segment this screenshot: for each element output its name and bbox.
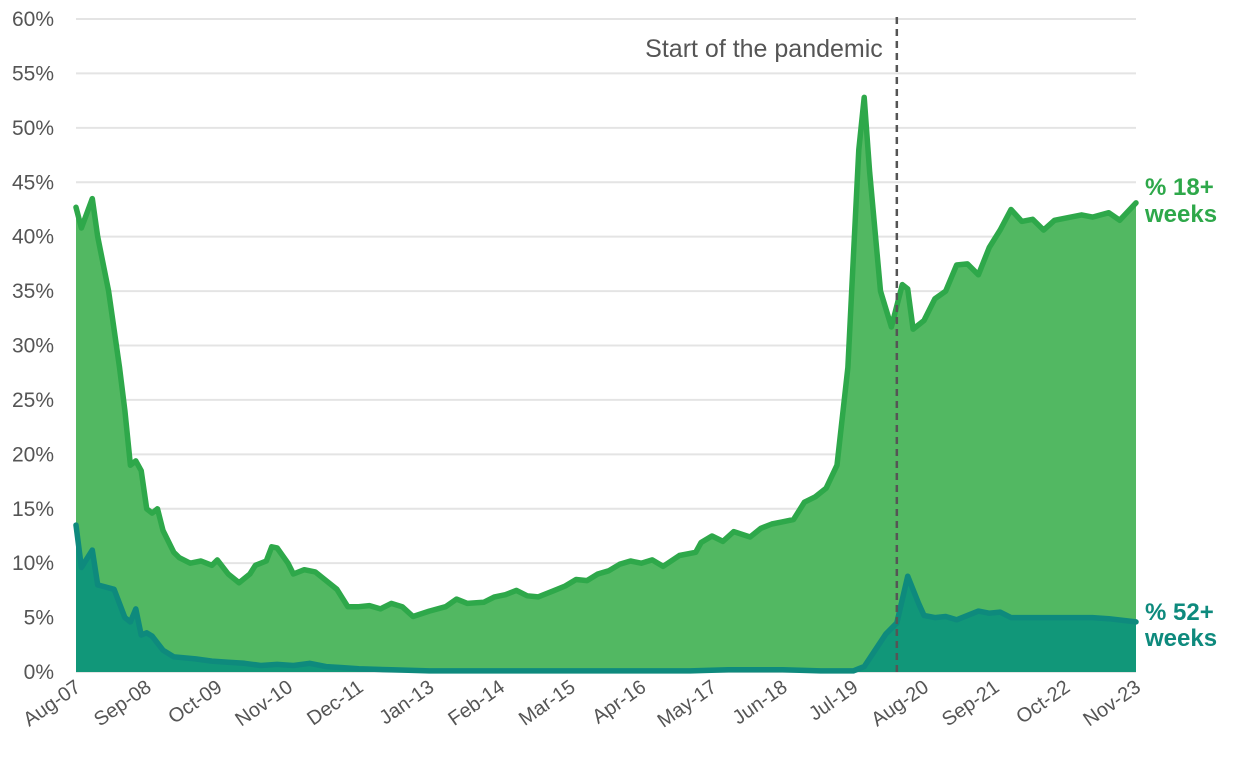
x-tick-label: Oct-22 — [1012, 676, 1074, 728]
y-tick-label: 25% — [12, 389, 54, 412]
y-tick-label: 5% — [24, 607, 54, 630]
x-tick-label: Nov-23 — [1079, 676, 1144, 731]
series-label-52-weeks-line1: % 52+ — [1145, 599, 1214, 626]
x-tick-label: Sep-21 — [938, 676, 1003, 731]
x-tick-label: May-17 — [654, 676, 721, 732]
y-tick-label: 50% — [12, 117, 54, 140]
y-tick-label: 30% — [12, 335, 54, 358]
x-tick-label: Feb-14 — [444, 676, 509, 730]
series-label-18-weeks-line2: weeks — [1144, 201, 1217, 228]
series-area — [76, 97, 1136, 672]
x-axis-ticks: Aug-07 Sep-08 Oct-09 Nov-10 Dec-11 Jan-13 Feb-… — [19, 676, 1144, 732]
series-label-18-weeks-line1: % 18+ — [1145, 174, 1214, 201]
x-tick-label: Apr-16 — [588, 676, 650, 728]
x-tick-label: Jun-18 — [729, 676, 792, 729]
y-tick-label: 45% — [12, 171, 54, 194]
gridlines — [76, 18, 1136, 673]
x-tick-label: Oct-09 — [164, 676, 226, 728]
x-tick-label: Nov-10 — [231, 676, 296, 731]
x-tick-label: Sep-08 — [90, 676, 155, 731]
x-tick-label: Aug-07 — [19, 676, 84, 731]
series-label-52-weeks-line2: weeks — [1144, 625, 1217, 652]
series-1 — [73, 522, 1139, 674]
y-tick-label: 55% — [12, 62, 54, 85]
series-line — [73, 522, 1139, 674]
x-tick-label: Dec-11 — [303, 676, 367, 730]
y-tick-label: 15% — [12, 498, 54, 521]
y-tick-label: 10% — [12, 552, 54, 575]
pandemic-annotation: Start of the pandemic — [645, 35, 883, 63]
series-0 — [73, 94, 1139, 672]
y-tick-label: 20% — [12, 443, 54, 466]
y-axis-ticks: 0% 5% 10% 15% 20% 25% 30% 35% 40% 45% 50% 55% 60% — [12, 8, 54, 684]
x-tick-label: Aug-20 — [867, 676, 932, 731]
x-tick-label: Mar-15 — [515, 676, 580, 730]
y-tick-label: 40% — [12, 226, 54, 249]
y-tick-label: 0% — [24, 661, 54, 684]
series-line — [73, 94, 1139, 620]
series-areas — [73, 94, 1139, 674]
y-tick-label: 35% — [12, 280, 54, 303]
x-tick-label: Jul-19 — [805, 676, 862, 725]
y-tick-label: 60% — [12, 8, 54, 31]
x-tick-label: Jan-13 — [375, 676, 438, 729]
series-area — [76, 525, 1136, 672]
